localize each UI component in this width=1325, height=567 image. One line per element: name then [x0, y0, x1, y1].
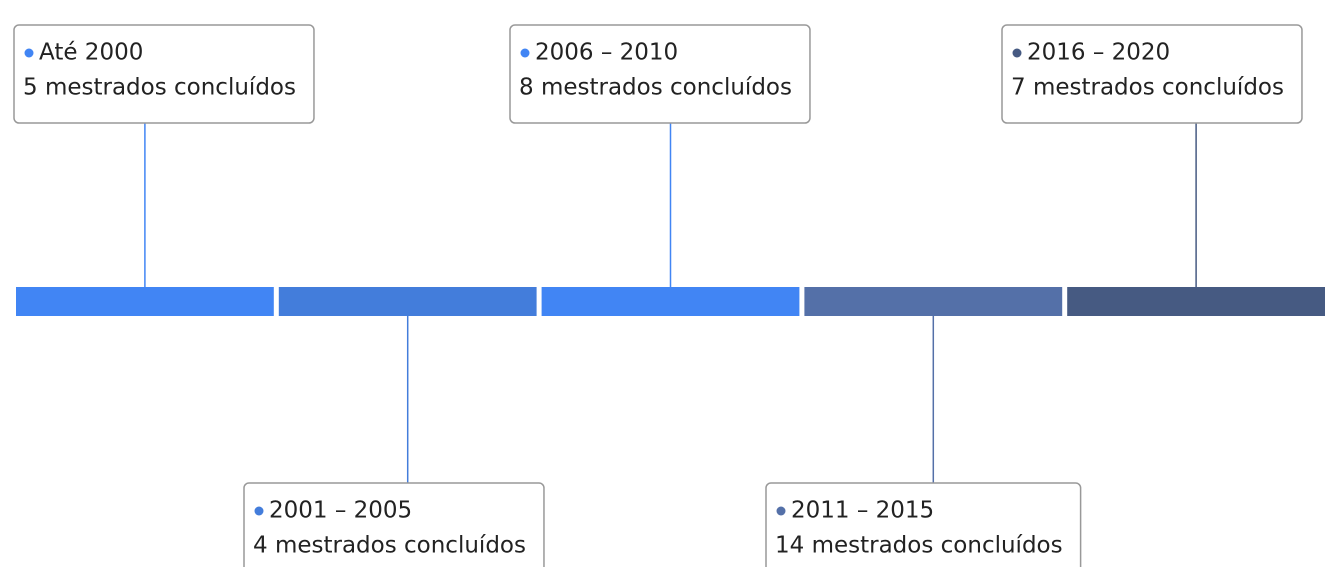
label-box	[13, 24, 315, 124]
timeline-segment	[541, 287, 800, 316]
event-description: 7 mestrados concluídos	[1011, 75, 1284, 101]
event-name: Até 2000	[39, 40, 143, 66]
label-box	[1001, 24, 1303, 124]
event-description: 4 mestrados concluídos	[253, 533, 526, 559]
timeline-segment	[278, 287, 537, 316]
event-name: 2016 – 2020	[1027, 40, 1170, 66]
legend-dot	[776, 506, 786, 516]
label-box	[243, 482, 545, 567]
label-box	[509, 24, 811, 124]
legend-dot	[254, 506, 264, 516]
event-label: 2016 – 2020 7 mestrados concluídos	[1001, 24, 1303, 124]
event-description: 8 mestrados concluídos	[519, 75, 792, 101]
event-label: 2001 – 2005 4 mestrados concluídos	[243, 482, 545, 567]
timeline-segment	[804, 287, 1063, 316]
legend-dot	[1012, 48, 1022, 58]
event-description: 5 mestrados concluídos	[23, 75, 296, 101]
event-description: 14 mestrados concluídos	[775, 533, 1063, 559]
legend-dot	[520, 48, 530, 58]
timeline-segment	[16, 287, 274, 316]
label-box	[765, 482, 1082, 567]
timeline-segment	[1067, 287, 1325, 316]
event-name: 2006 – 2010	[535, 40, 678, 66]
event-name: 2011 – 2015	[791, 498, 934, 524]
event-label: 2006 – 2010 8 mestrados concluídos	[509, 24, 811, 124]
event-name: 2001 – 2005	[269, 498, 412, 524]
event-label: 2011 – 2015 14 mestrados concluídos	[765, 482, 1082, 567]
legend-dot	[24, 48, 34, 58]
event-label: Até 2000 5 mestrados concluídos	[13, 24, 315, 124]
